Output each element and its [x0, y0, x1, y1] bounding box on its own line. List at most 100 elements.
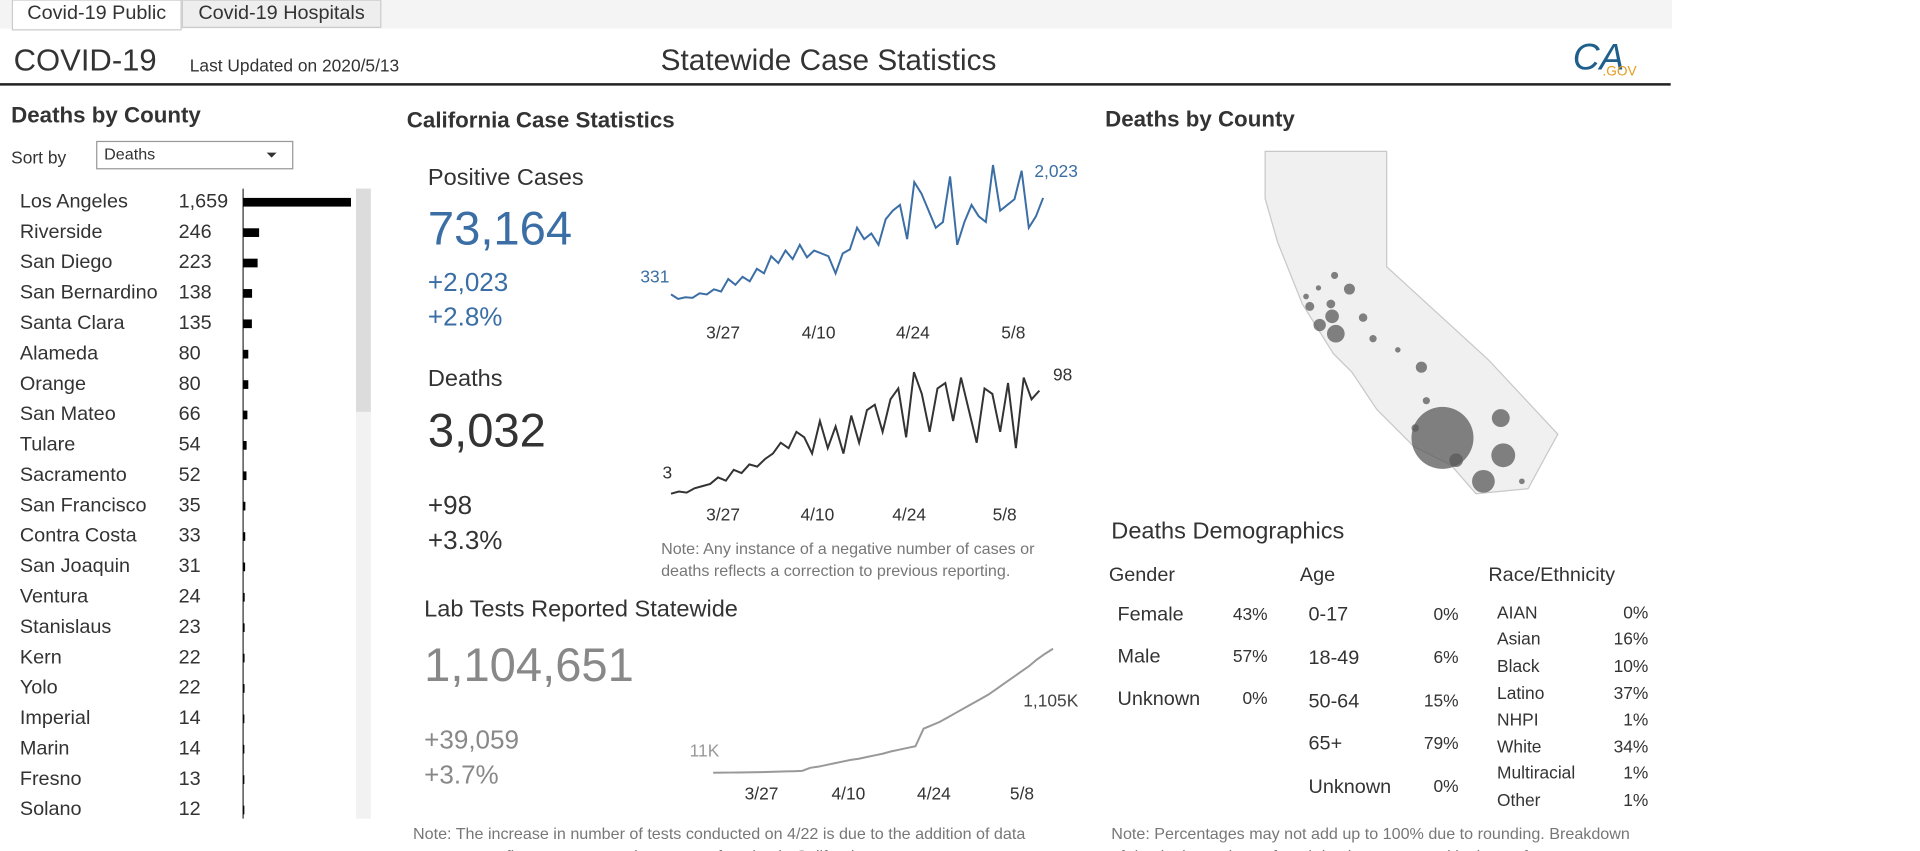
county-deaths: 14: [179, 737, 201, 759]
demo-value: 1%: [1623, 790, 1648, 810]
county-bubble: [1326, 324, 1345, 343]
stat-change: +2,023: [428, 267, 508, 297]
county-deaths: 13: [179, 768, 201, 790]
scroll-thumb[interactable]: [355, 188, 371, 412]
county-name: Contra Costa: [20, 525, 138, 547]
county-deaths: 80: [179, 373, 201, 395]
updated: Last Updated on 2020/5/13: [190, 56, 399, 76]
demo-label: 18-49: [1309, 647, 1360, 669]
first-label: 331: [640, 266, 669, 286]
county-bubble: [1325, 309, 1339, 324]
county-bubble: [1305, 301, 1315, 311]
county-name: Marin: [20, 737, 70, 759]
dropdown-arrow: [266, 152, 277, 158]
x-tick-label: 5/8: [1010, 784, 1034, 804]
bar: [243, 562, 246, 572]
group-title: Age: [1300, 564, 1335, 586]
sparkline: [713, 647, 1054, 774]
county-bubble: [1331, 271, 1339, 279]
county-deaths: 80: [179, 342, 201, 364]
x-tick-label: 5/8: [1001, 322, 1025, 342]
county-bubble: [1449, 453, 1463, 468]
county-deaths: 54: [179, 434, 201, 456]
x-tick-label: 3/27: [706, 322, 740, 342]
county-deaths: 24: [179, 586, 201, 608]
group-title: Race/Ethnicity: [1488, 564, 1615, 586]
sort-value[interactable]: Deaths: [104, 145, 155, 163]
x-tick-label: 4/10: [800, 505, 834, 525]
county-deaths: 223: [179, 251, 212, 273]
bar: [243, 714, 245, 724]
county-name: Ventura: [20, 586, 89, 608]
stat-total: 1,104,651: [424, 638, 634, 691]
bar: [243, 197, 352, 207]
note: deaths reflects a correction to previous…: [661, 562, 1010, 580]
bar: [243, 501, 246, 511]
note: Note: Percentages may not add up to 100%…: [1111, 825, 1630, 843]
bar: [243, 744, 245, 754]
demo-value: 57%: [1233, 646, 1268, 666]
demo-value: 16%: [1614, 629, 1649, 649]
last-label: 2,023: [1034, 161, 1077, 181]
x-tick-label: 4/24: [896, 322, 930, 342]
tab-active[interactable]: [11, 0, 182, 31]
bar: [243, 623, 245, 633]
x-tick-label: 4/24: [892, 505, 926, 525]
tab[interactable]: [181, 0, 382, 28]
county-deaths: 135: [179, 312, 212, 334]
section-title: California Case Statistics: [407, 108, 675, 133]
x-tick-label: 4/24: [917, 784, 951, 804]
demo-value: 1%: [1623, 709, 1648, 729]
county-deaths: 138: [179, 282, 212, 304]
county-bubble: [1313, 318, 1326, 332]
bar: [243, 289, 253, 298]
stat-change: +39,059: [424, 725, 519, 755]
stat-pct: +3.3%: [428, 525, 503, 555]
county-bubble: [1303, 293, 1309, 300]
county-bubble: [1415, 361, 1427, 373]
group-title: Gender: [1109, 564, 1176, 586]
sort-dropdown[interactable]: [96, 140, 294, 170]
bar: [243, 258, 258, 268]
x-tick-label: 5/8: [993, 505, 1017, 525]
demo-label: NHPI: [1497, 709, 1538, 729]
demo-value: 1%: [1623, 763, 1648, 783]
bar: [243, 805, 245, 815]
county-name: Yolo: [20, 677, 58, 699]
x-tick-label: 4/10: [802, 322, 836, 342]
sparkline: [670, 164, 1045, 301]
demo-label: Asian: [1497, 629, 1540, 649]
county-bubble: [1326, 299, 1336, 309]
county-bubble: [1369, 335, 1377, 343]
county-deaths: 66: [179, 403, 201, 425]
bar: [243, 775, 245, 784]
demo-label: Multiracial: [1497, 763, 1575, 783]
tab-label[interactable]: Covid-19 Hospitals: [198, 2, 364, 24]
county-name: San Mateo: [20, 403, 116, 425]
county-name: San Joaquin: [20, 555, 130, 577]
county-bubble: [1343, 283, 1355, 295]
state-map: [1264, 150, 1559, 495]
county-bubble: [1491, 443, 1516, 468]
county-name: San Francisco: [20, 494, 147, 516]
county-name: Santa Clara: [20, 312, 126, 334]
demo-label: 65+: [1309, 732, 1343, 754]
county-deaths: 14: [179, 707, 201, 729]
demo-value: 15%: [1424, 691, 1459, 711]
demo-value: 37%: [1614, 683, 1649, 703]
note: sources to reflect a more complete count…: [413, 847, 868, 851]
county-bubble: [1358, 313, 1368, 322]
bar: [243, 349, 249, 359]
county-name: Riverside: [20, 221, 103, 243]
county-deaths: 35: [179, 494, 201, 516]
tab-label[interactable]: Covid-19 Public: [27, 2, 166, 24]
demo-label: Other: [1497, 790, 1541, 810]
demo-value: 0%: [1623, 603, 1648, 623]
county-name: Tulare: [20, 434, 75, 456]
section-title: Deaths by County: [1105, 106, 1295, 131]
demo-label: 50-64: [1309, 690, 1360, 712]
county-name: San Diego: [20, 251, 113, 273]
header-title: COVID-19: [14, 42, 157, 77]
county-bubble: [1315, 285, 1322, 291]
panel-title: Deaths by County: [11, 103, 201, 128]
